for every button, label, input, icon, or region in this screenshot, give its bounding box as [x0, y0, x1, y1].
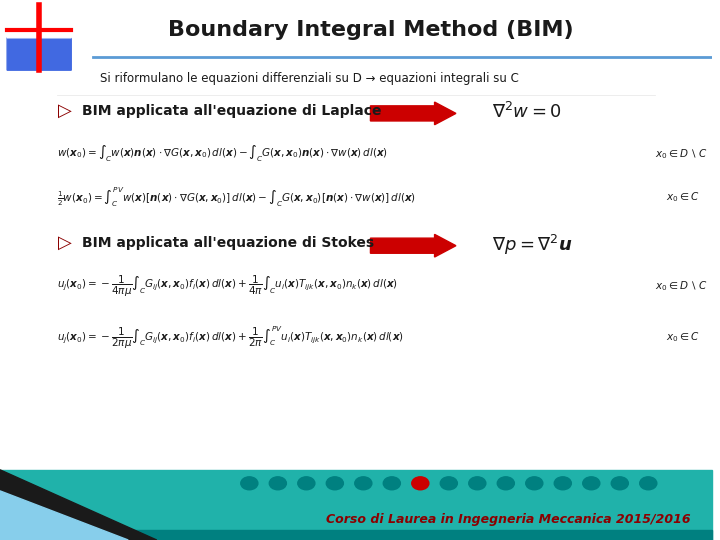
- Text: Boundary Integral Method (BIM): Boundary Integral Method (BIM): [168, 19, 573, 40]
- Text: $x_0 \in D \setminus C$: $x_0 \in D \setminus C$: [655, 147, 708, 161]
- Circle shape: [640, 477, 657, 490]
- Polygon shape: [7, 19, 71, 70]
- Circle shape: [526, 477, 543, 490]
- Bar: [0, 530, 712, 540]
- Text: $\triangleright$: $\triangleright$: [57, 102, 73, 120]
- Text: $x_0 \in C$: $x_0 \in C$: [666, 190, 700, 204]
- Circle shape: [611, 477, 629, 490]
- Text: $\triangleright$: $\triangleright$: [57, 234, 73, 252]
- Text: Corso di Laurea in Ingegneria Meccanica 2015/2016: Corso di Laurea in Ingegneria Meccanica …: [326, 513, 691, 526]
- Text: $\nabla^2 w = 0$: $\nabla^2 w = 0$: [492, 102, 561, 122]
- Circle shape: [298, 477, 315, 490]
- FancyArrow shape: [371, 234, 456, 257]
- Circle shape: [582, 477, 600, 490]
- Circle shape: [440, 477, 457, 490]
- Text: $\frac{1}{2}w(\boldsymbol{x}_0) = \int_C^{PV} w(\boldsymbol{x})[\boldsymbol{n}(\: $\frac{1}{2}w(\boldsymbol{x}_0) = \int_C…: [57, 185, 416, 209]
- Text: $u_j(\boldsymbol{x}_0) = -\dfrac{1}{4\pi\mu} \int_C G_{ij}(\boldsymbol{x}, \bold: $u_j(\boldsymbol{x}_0) = -\dfrac{1}{4\pi…: [57, 274, 398, 299]
- Text: Si riformulano le equazioni differenziali su D → equazioni integrali su C: Si riformulano le equazioni differenzial…: [100, 72, 518, 85]
- Text: BIM applicata all'equazione di Laplace: BIM applicata all'equazione di Laplace: [82, 104, 382, 118]
- Circle shape: [554, 477, 572, 490]
- Circle shape: [326, 477, 343, 490]
- Circle shape: [412, 477, 429, 490]
- Circle shape: [355, 477, 372, 490]
- Circle shape: [269, 477, 287, 490]
- Bar: [0, 470, 712, 540]
- FancyArrow shape: [371, 102, 456, 125]
- Text: $x_0 \in C$: $x_0 \in C$: [666, 330, 700, 345]
- Circle shape: [383, 477, 400, 490]
- Circle shape: [469, 477, 486, 490]
- Text: $\nabla p = \nabla^2 \boldsymbol{u}$: $\nabla p = \nabla^2 \boldsymbol{u}$: [492, 233, 572, 256]
- Polygon shape: [0, 491, 128, 540]
- Text: $w(\boldsymbol{x}_0) = \int_C w(\boldsymbol{x})\boldsymbol{n}(\boldsymbol{x}) \c: $w(\boldsymbol{x}_0) = \int_C w(\boldsym…: [57, 144, 388, 164]
- Text: $x_0 \in D \setminus C$: $x_0 \in D \setminus C$: [655, 279, 708, 293]
- Text: $u_j(\boldsymbol{x}_0) = -\dfrac{1}{2\pi\mu} \int_C G_{ij}(\boldsymbol{x}, \bold: $u_j(\boldsymbol{x}_0) = -\dfrac{1}{2\pi…: [57, 324, 404, 351]
- Circle shape: [498, 477, 514, 490]
- Text: BIM applicata all'equazione di Stokes: BIM applicata all'equazione di Stokes: [82, 236, 374, 250]
- Polygon shape: [0, 470, 157, 540]
- Circle shape: [240, 477, 258, 490]
- Polygon shape: [7, 5, 71, 38]
